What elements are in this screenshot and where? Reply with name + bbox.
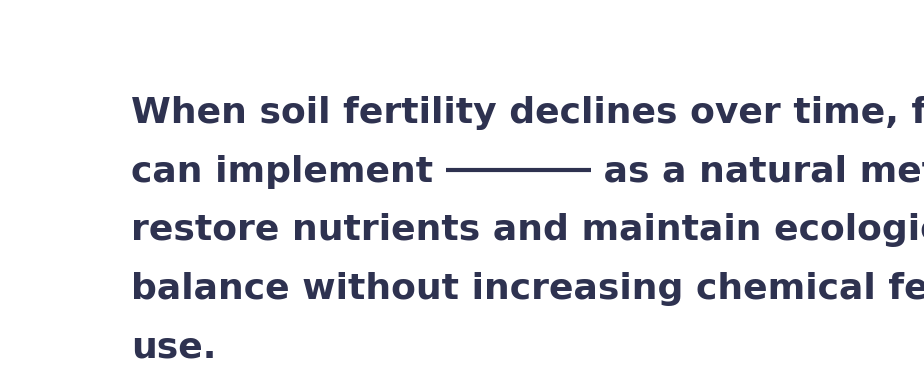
Text: use.: use. [131, 330, 216, 364]
Text: When soil fertility declines over time, farmers: When soil fertility declines over time, … [131, 96, 924, 130]
Text: balance without increasing chemical fertilizer: balance without increasing chemical fert… [131, 272, 924, 306]
Text: as a natural method to: as a natural method to [591, 154, 924, 188]
Text: restore nutrients and maintain ecological: restore nutrients and maintain ecologica… [131, 213, 924, 247]
Text: can implement: can implement [131, 154, 446, 188]
